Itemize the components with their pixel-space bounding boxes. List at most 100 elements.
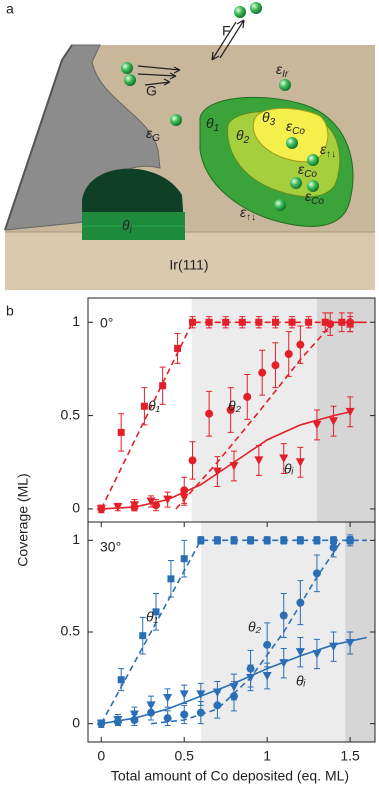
subscript: ↑↓ <box>326 149 336 160</box>
marker <box>129 710 139 719</box>
series-label: θ₁ <box>148 398 161 414</box>
subscript: Co <box>304 169 317 180</box>
marker <box>196 690 206 699</box>
plot <box>96 312 367 514</box>
diagram-label: ε↑↓ <box>240 204 256 223</box>
marker <box>312 569 321 578</box>
marker <box>213 536 221 544</box>
y-tick-label: 0.5 <box>61 406 81 422</box>
x-tick-label: 1 <box>263 748 271 764</box>
marker <box>197 536 205 544</box>
subscript: Ir <box>282 69 289 80</box>
marker <box>152 608 160 616</box>
diagram-label: θ2 <box>236 127 250 146</box>
marker <box>329 417 339 426</box>
y-tick-label: 0.5 <box>61 623 81 639</box>
marker <box>129 501 139 510</box>
marker <box>254 456 264 465</box>
marker <box>326 320 335 329</box>
marker <box>258 368 267 377</box>
shaded-region <box>191 298 317 522</box>
marker <box>305 318 313 326</box>
diagram-label: ε↑↓ <box>320 141 336 160</box>
marker <box>179 493 189 503</box>
marker <box>279 454 289 464</box>
panel-label: b <box>6 303 14 319</box>
graphene-label: G <box>146 83 157 99</box>
marker <box>189 318 197 326</box>
marker <box>296 598 305 607</box>
x-tick-label: 0.5 <box>174 748 194 764</box>
subscript: Co <box>311 196 324 207</box>
marker <box>280 536 288 544</box>
symbol: θ <box>206 115 214 131</box>
marker <box>312 420 322 430</box>
atom <box>124 74 136 86</box>
diagram-label: θ1 <box>206 115 219 134</box>
marker <box>163 714 172 723</box>
chart: 30° 0 0.5 1 0 0.5 1 1.5 θ₁ θ₂ θᵢ <box>61 521 376 764</box>
plot <box>96 534 367 729</box>
atom <box>170 114 182 126</box>
marker <box>255 318 263 326</box>
marker <box>229 462 239 471</box>
atom <box>307 154 319 166</box>
y-axis-label: Coverage (ML) <box>15 473 31 566</box>
marker <box>139 632 147 640</box>
marker <box>222 318 230 326</box>
marker <box>246 673 256 683</box>
fit-line <box>175 321 367 510</box>
frame <box>87 521 376 743</box>
diagram-label: εG <box>146 125 160 144</box>
atoms <box>121 2 319 211</box>
marker <box>230 536 238 544</box>
marker <box>247 536 255 544</box>
series-label: θᵢ <box>296 673 306 689</box>
atom <box>279 79 291 91</box>
diagram-label: θi <box>122 217 133 236</box>
chart: 0° 0 0.5 1 θ₁ θ₂ θᵢ <box>61 297 376 523</box>
marker <box>295 648 305 657</box>
marker <box>312 650 322 659</box>
marker <box>163 495 173 505</box>
symbol: θ <box>122 217 130 233</box>
marker <box>271 318 279 326</box>
marker <box>117 676 125 684</box>
marker <box>113 503 123 512</box>
series-label: θ₂ <box>248 619 262 635</box>
symbol: θ <box>236 127 244 143</box>
marker <box>146 497 156 506</box>
marker <box>279 611 288 620</box>
subscript: i <box>130 225 133 236</box>
series-label: θ₁ <box>146 609 159 625</box>
marker <box>321 318 329 326</box>
diagram-label: θ3 <box>262 109 276 128</box>
marker <box>313 536 321 544</box>
panel-title: 0° <box>100 315 113 331</box>
atom <box>250 2 262 14</box>
x-tick-label: 1.5 <box>340 748 360 764</box>
marker <box>180 555 188 563</box>
marker <box>180 710 189 719</box>
atom <box>234 6 246 18</box>
y-tick-label: 0 <box>72 714 80 730</box>
diagram-label: εCo <box>286 118 305 137</box>
marker <box>329 642 339 652</box>
marker <box>163 694 173 703</box>
marker <box>238 318 246 326</box>
x-axis-label: Total amount of Co deposited (eq. ML) <box>111 768 349 784</box>
y-tick-label: 1 <box>72 531 80 547</box>
atom <box>121 62 133 74</box>
marker <box>345 407 355 417</box>
symbol: ε <box>298 161 305 177</box>
diagram-label: εCo <box>298 161 317 180</box>
marker <box>263 536 271 544</box>
marker <box>167 575 175 583</box>
diagram-label: εIr <box>276 61 289 80</box>
x-tick-label: 0 <box>97 748 105 764</box>
flux-label: F <box>222 23 231 39</box>
subscript: 3 <box>270 117 276 128</box>
marker <box>212 688 222 697</box>
symbol: θ <box>262 109 270 125</box>
